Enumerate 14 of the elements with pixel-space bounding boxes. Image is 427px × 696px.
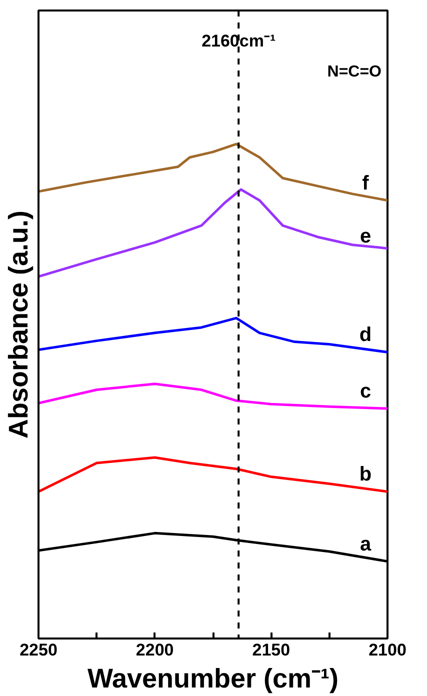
x-tick-label: 2200 bbox=[136, 640, 174, 660]
x-axis-title: Wavenumber (cm⁻¹) bbox=[87, 664, 339, 694]
ref-line-label: 2160cm⁻¹ bbox=[202, 32, 276, 50]
x-tick-label: 2250 bbox=[20, 640, 58, 660]
series-label: a bbox=[360, 533, 372, 556]
series-label: d bbox=[359, 324, 372, 346]
text: N=C=O bbox=[327, 64, 382, 80]
x-tick-label: 2100 bbox=[368, 640, 406, 660]
x-tick-label: 2150 bbox=[252, 640, 290, 660]
series-label: c bbox=[360, 380, 372, 403]
series-label: f bbox=[362, 172, 370, 194]
series-label: e bbox=[360, 225, 372, 248]
series-label: b bbox=[359, 464, 372, 486]
y-axis-title: Absorbance (a.u.) bbox=[4, 210, 34, 439]
